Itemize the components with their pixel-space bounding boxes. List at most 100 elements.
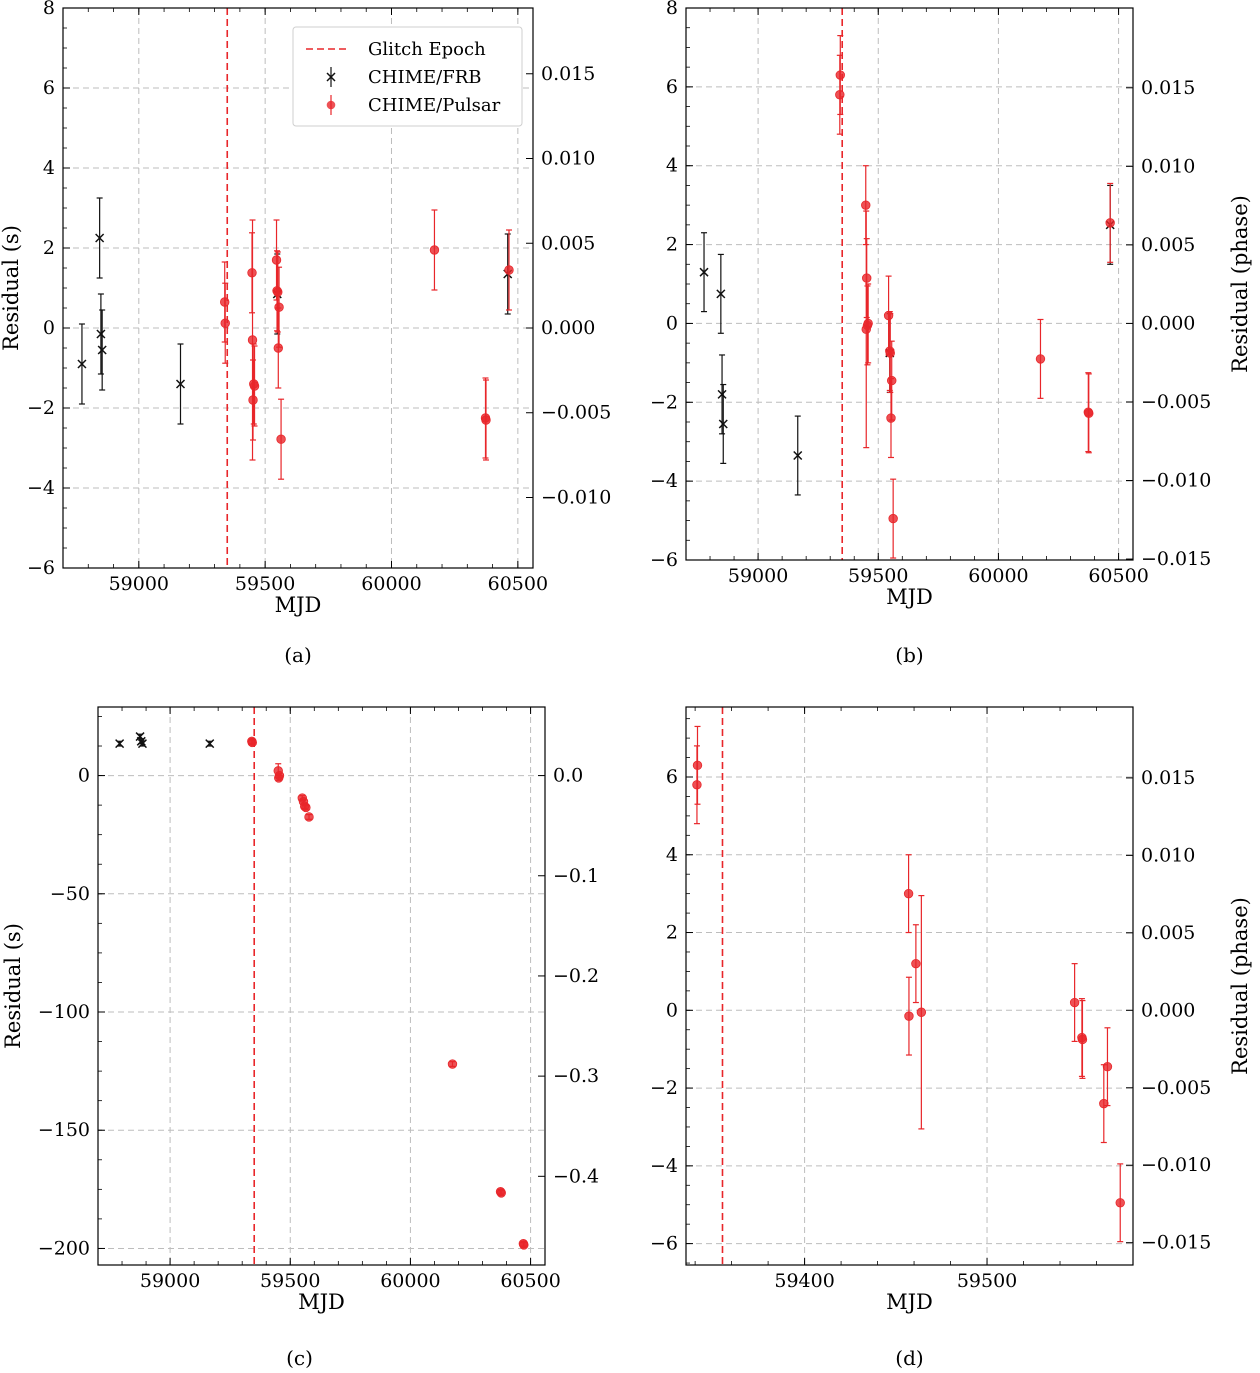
data-point-circle	[1099, 1098, 1109, 1109]
data-point-x	[96, 329, 106, 339]
y-right-tick-label: 0.000	[1141, 999, 1195, 1021]
y-tick-label: 8	[666, 0, 678, 19]
data-point-circle	[861, 200, 871, 210]
x-tick-label: 59500	[235, 573, 295, 595]
data-point-circle	[1102, 1061, 1113, 1072]
y-right-tick-label: 0.010	[1141, 844, 1195, 866]
data-point-circle	[504, 265, 514, 275]
data-point-circle	[1084, 408, 1094, 419]
data-point-x	[115, 739, 125, 749]
data-point-circle	[916, 1007, 927, 1017]
x-stroke	[96, 329, 106, 339]
plot-frame	[685, 7, 1134, 561]
x-stroke	[135, 732, 145, 742]
y-tick-label: 6	[43, 77, 55, 99]
data-point-circle	[903, 888, 914, 899]
x-stroke	[699, 267, 709, 277]
data-point-circle	[1035, 354, 1046, 364]
data-point-circle	[519, 1240, 529, 1250]
x-tick-label: 60000	[361, 573, 421, 595]
data-point-circle	[1077, 1034, 1088, 1045]
y-tick-label: −200	[38, 1237, 90, 1259]
y-right-tick-label: −0.010	[1141, 1154, 1211, 1176]
y-tick-label: 6	[666, 76, 678, 98]
data-point-x	[175, 379, 186, 389]
panel-caption: (d)	[895, 1346, 923, 1370]
series-chime-frb	[115, 732, 215, 749]
data-point-circle	[904, 1011, 914, 1021]
y-tick-label: 0	[78, 765, 90, 787]
data-point-circle	[248, 395, 258, 405]
panel-caption: (c)	[286, 1346, 313, 1370]
y-right-tick-label: −0.010	[1141, 470, 1211, 492]
series-chime-pulsar	[247, 736, 529, 1250]
panel-caption: (a)	[284, 643, 312, 667]
x-stroke	[793, 450, 803, 461]
y-right-tick-label: −0.4	[553, 1165, 599, 1187]
x-stroke	[175, 379, 186, 389]
plot-frame	[685, 706, 1134, 1266]
data-point-circle	[304, 812, 314, 822]
series-chime-pulsar	[835, 34, 1115, 559]
data-point-circle	[220, 318, 230, 328]
y-tick-label: 0	[666, 999, 678, 1021]
x-stroke	[716, 289, 726, 299]
y-tick-label: 2	[666, 234, 678, 256]
y-tick-label: −4	[650, 1155, 678, 1177]
data-point-circle	[274, 302, 284, 312]
legend-frb-x	[326, 72, 336, 82]
data-point-circle	[883, 310, 894, 321]
y-tick-label: 4	[666, 155, 678, 177]
y-tick-label: −100	[38, 1001, 90, 1023]
x-tick-label: 59400	[774, 1270, 834, 1292]
panel-a: 59000 59500 60000 60500 −6 −4 −2 0 2 4 6 8 −0.010 −0.…	[0, 0, 611, 667]
x-tick-label: 59500	[957, 1270, 1017, 1292]
data-point-circle	[887, 375, 897, 386]
y-tick-label: −2	[27, 397, 55, 419]
y-right-tick-label: −0.005	[541, 402, 611, 424]
data-point-circle	[863, 318, 873, 329]
y-right-tick-label: −0.2	[553, 965, 599, 987]
data-point-circle	[886, 413, 896, 423]
y-right-tick-label: −0.015	[1141, 1232, 1211, 1254]
y-right-tick-label: 0.005	[1141, 922, 1195, 944]
y-tick-label: 2	[43, 237, 55, 259]
panel-b: 59000 59500 60000 60500 −6 −4 −2 0 2 4 6 8 −0.015 −0.…	[650, 0, 1252, 667]
y-tick-label: 2	[666, 922, 678, 944]
y-tick-label: 0	[43, 317, 55, 339]
y-tick-label: −2	[650, 391, 678, 413]
data-point-circle	[301, 802, 311, 813]
x-tick-label: 59500	[848, 565, 908, 587]
x-tick-label: 60000	[968, 565, 1028, 587]
panel-c: 59000 59500 60000 60500 −200 −150 −100 −50 0 −0.4…	[1, 706, 599, 1370]
data-point-x	[77, 359, 87, 369]
y-tick-label: −6	[650, 1233, 678, 1255]
data-point-circle	[1069, 997, 1080, 1008]
data-point-circle	[276, 434, 286, 444]
data-point-circle	[1105, 218, 1115, 228]
y-right-tick-label: 0.0	[553, 765, 583, 787]
x-stroke	[205, 739, 215, 749]
x-tick-label: 60500	[1088, 565, 1148, 587]
data-point-circle	[429, 245, 440, 255]
data-point-x	[718, 419, 728, 429]
y-right-tick-label: 0.000	[1141, 312, 1195, 334]
data-point-circle	[885, 348, 895, 358]
data-point-x	[717, 389, 727, 399]
y-tick-label: −6	[650, 549, 678, 571]
y-right-tick-label: 0.010	[1141, 155, 1195, 177]
x-axis-label: MJD	[886, 1290, 933, 1314]
x-stroke	[717, 389, 727, 399]
x-tick-label: 59000	[140, 1270, 200, 1292]
y-right-tick-label: 0.005	[1141, 234, 1195, 256]
x-tick-label: 60500	[500, 1270, 560, 1292]
x-axis-label: MJD	[275, 593, 322, 617]
series-chime-frb	[77, 197, 513, 425]
data-point-x	[793, 450, 803, 461]
y-right-tick-label: −0.010	[541, 486, 611, 508]
y-tick-label: −4	[650, 470, 678, 492]
legend: Glitch Epoch CHIME/FRB CHIME/Pulsar	[292, 26, 523, 127]
y-right-tick-label: 0.005	[541, 232, 595, 254]
legend-label: Glitch Epoch	[368, 39, 486, 60]
y-right-tick-label: −0.1	[553, 865, 599, 887]
